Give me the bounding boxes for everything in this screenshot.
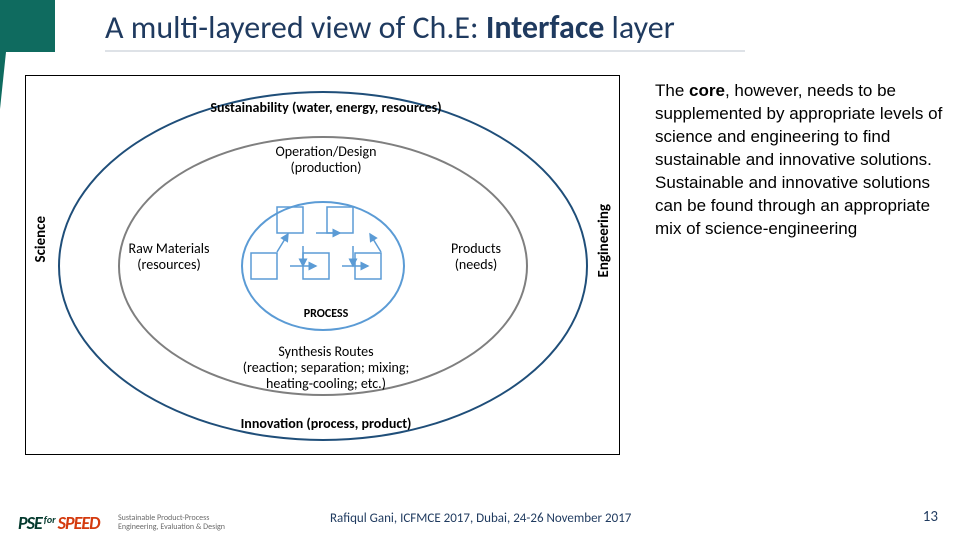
title-suffix: layer: [604, 8, 674, 47]
footer: PSE for SPEED Sustainable Product-Proces…: [0, 492, 960, 540]
logo-for: for: [44, 513, 56, 526]
logo: PSE for SPEED: [18, 512, 100, 534]
slide: A multi-layered view of Ch.E: Interface …: [0, 0, 960, 540]
process-flow: [26, 76, 621, 456]
diagram-container: Science Engineering Sustainability (wate…: [25, 75, 620, 455]
logo-subtitle: Sustainable Product-Process Engineering,…: [118, 514, 278, 532]
footer-center: Rafiqul Gani, ICFMCE 2017, Dubai, 24-26 …: [330, 511, 631, 526]
title-prefix: A multi-layered view of Ch.E:: [105, 8, 486, 47]
accent-side: [0, 52, 8, 487]
page-number: 13: [923, 508, 938, 526]
logo-pse: PSE: [18, 512, 42, 534]
logo-speed: SPEED: [58, 512, 100, 534]
accent-top: [0, 0, 55, 52]
slide-title: A multi-layered view of Ch.E: Interface …: [105, 8, 675, 47]
title-emph: Interface: [486, 8, 605, 47]
diagram: Science Engineering Sustainability (wate…: [26, 76, 619, 454]
title-underline: [105, 50, 745, 52]
side-caption: The core, however, needs to be supplemen…: [655, 80, 945, 241]
